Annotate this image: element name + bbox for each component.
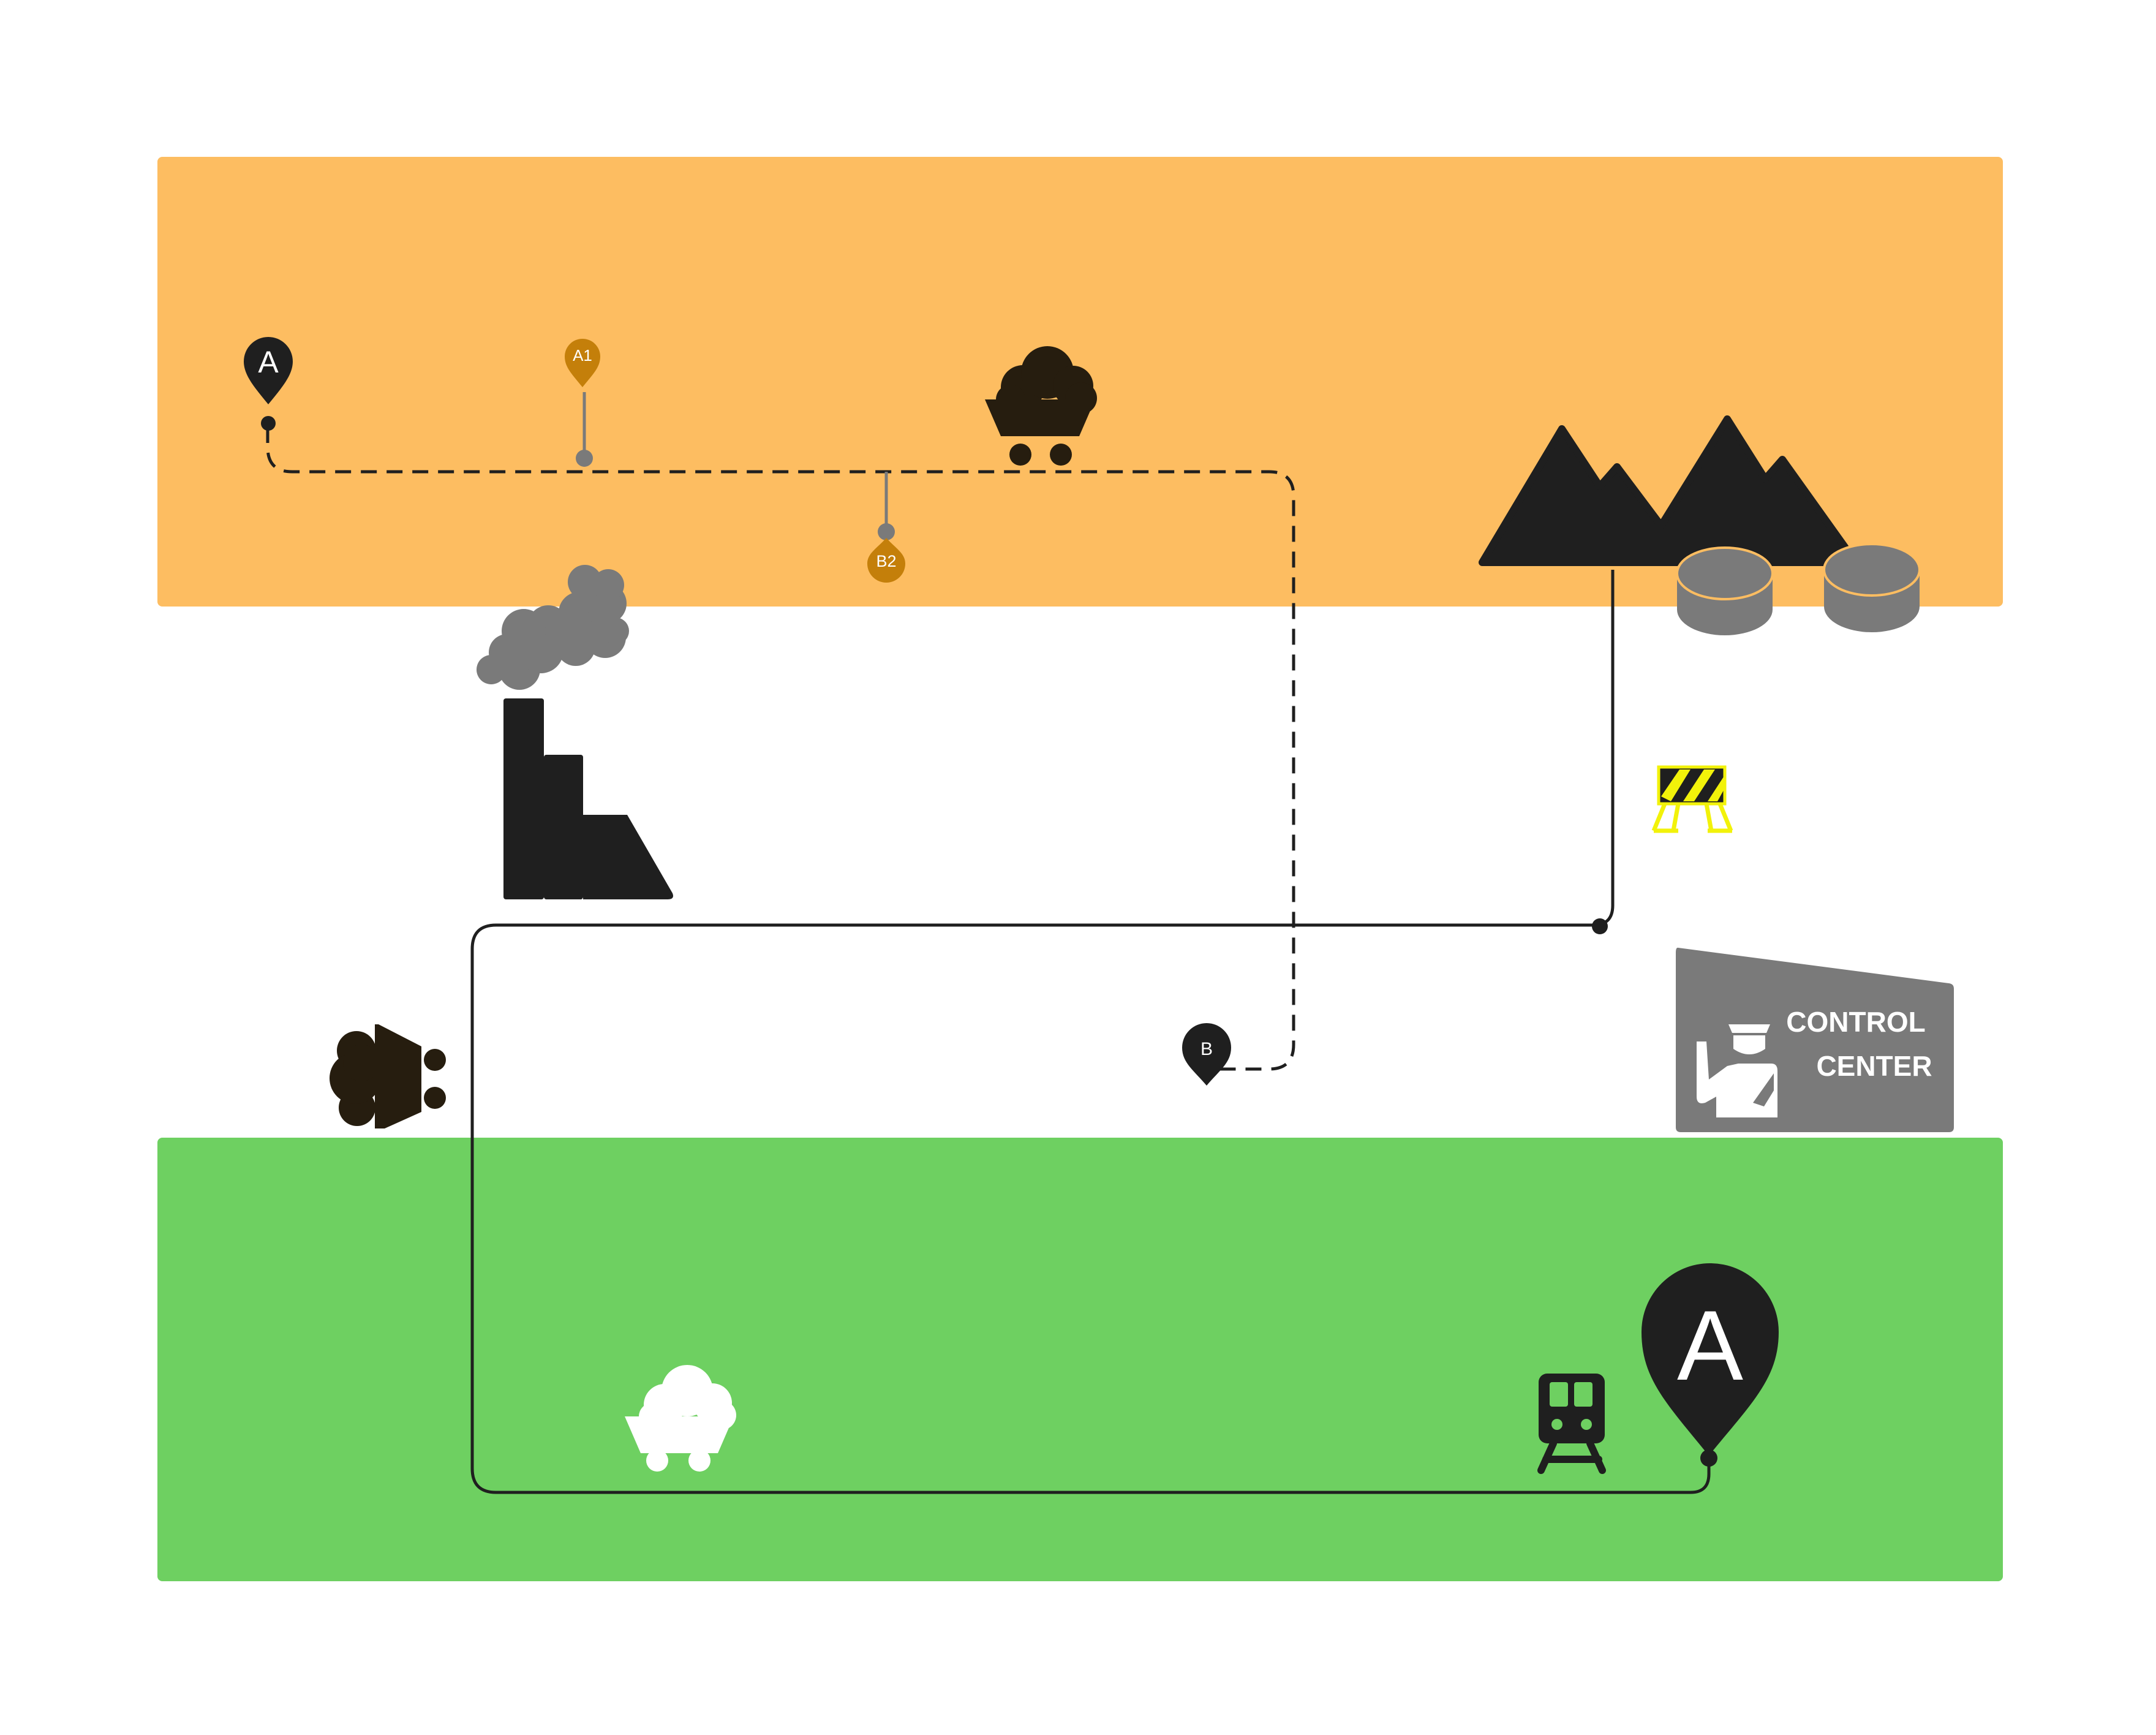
end-pin-b[interactable]: B <box>1182 1023 1231 1086</box>
road-barrier-icon <box>1651 765 1733 833</box>
officer-sash <box>1753 1073 1774 1106</box>
control-center-line2: CENTER <box>1816 1050 1932 1082</box>
waypoint-a1-pin[interactable]: A1 <box>564 338 601 467</box>
location-pin-icon <box>244 337 293 404</box>
dump-truck-icon <box>330 1024 446 1128</box>
pin-anchor-dot <box>878 523 895 540</box>
large-pin-a[interactable]: A <box>1642 1263 1779 1467</box>
factory-icon <box>503 698 673 899</box>
control-center-line1: CONTROL <box>1786 1006 1925 1038</box>
storage-tanks-icon <box>1676 543 1921 635</box>
dashed-route <box>266 427 1295 1071</box>
pin-anchor-dot <box>1700 1450 1717 1467</box>
route-junction-dot <box>1592 918 1608 934</box>
end-pin-b-label: B <box>1200 1039 1213 1059</box>
large-pin-label: A <box>1677 1290 1743 1401</box>
smoke-icon <box>477 565 629 690</box>
pin-anchor-dot <box>576 450 593 467</box>
location-pin-icon <box>1642 1263 1779 1456</box>
location-pin-icon <box>1182 1023 1231 1086</box>
coal-cart-icon <box>985 346 1097 466</box>
location-pin-icon <box>564 338 601 387</box>
control-center-panel[interactable]: CONTROL CENTER <box>1676 947 1954 1132</box>
waypoint-b2-pin[interactable]: B2 <box>867 472 905 583</box>
train-icon <box>1537 1374 1606 1474</box>
mountains <box>1479 415 1860 566</box>
waypoint-b2-label: B2 <box>876 552 896 570</box>
coal-cart-bottom <box>625 1365 736 1472</box>
mountains-icon <box>1479 415 1860 566</box>
waypoint-a1-label: A1 <box>573 346 592 365</box>
coal-cart-top <box>985 346 1097 466</box>
coal-cart-icon <box>625 1365 736 1472</box>
location-pin-icon <box>867 538 905 583</box>
start-pin-label: A <box>258 345 279 379</box>
pin-anchor-dot <box>261 416 276 431</box>
start-pin[interactable]: A <box>244 337 293 431</box>
